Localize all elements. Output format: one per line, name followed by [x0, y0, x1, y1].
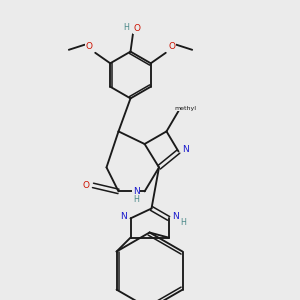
Text: H: H [180, 218, 186, 227]
Text: N: N [172, 212, 178, 221]
Text: N: N [182, 145, 188, 154]
Text: H: H [133, 195, 139, 204]
Text: N: N [121, 212, 127, 221]
Text: H: H [123, 22, 129, 32]
Text: N: N [133, 187, 140, 196]
Text: O: O [169, 42, 176, 51]
Text: O: O [85, 42, 92, 51]
Text: methyl: methyl [174, 106, 196, 110]
Text: O: O [83, 181, 90, 190]
Text: O: O [134, 24, 141, 33]
